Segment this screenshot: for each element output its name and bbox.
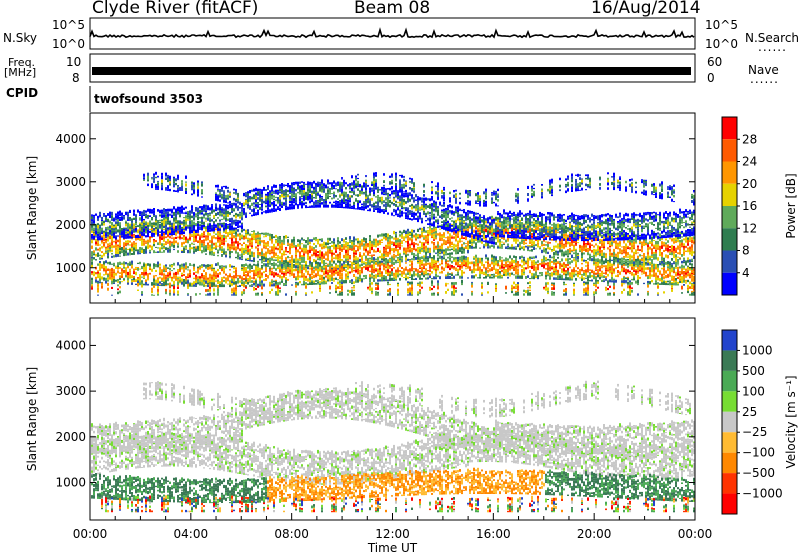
- power-colorbar-label: Power [dB]: [784, 173, 798, 238]
- power-colorbar-segment-7: [722, 273, 737, 295]
- velocity-colorbar-segment-6: [722, 453, 737, 473]
- velocity-colorbar-label: Velocity [m s⁻¹]: [784, 375, 798, 468]
- velocity-colorbar-segment-4: [722, 412, 737, 432]
- velocity-colorbar-tick-label-5: −100: [742, 446, 775, 460]
- x-axis-label: Time UT: [367, 541, 418, 554]
- power-colorbar-segment-6: [722, 251, 737, 273]
- velocity-y-tick-label-3: 1000: [55, 476, 86, 490]
- power-colorbar-segment-3: [722, 184, 737, 206]
- power-y-tick-label-0: 4000: [55, 132, 86, 146]
- velocity-colorbar-segment-5: [722, 432, 737, 452]
- velocity-colorbar-segment-0: [722, 330, 737, 350]
- power-colorbar-segment-0: [722, 117, 737, 139]
- power-y-tick-label-1: 3000: [55, 175, 86, 189]
- velocity-colorbar-tick-label-2: 100: [742, 384, 765, 398]
- velocity-colorbar-segment-3: [722, 391, 737, 411]
- power-colorbar-tick-label-0: 28: [742, 132, 757, 146]
- velocity-colorbar-tick-label-3: 25: [742, 405, 757, 419]
- velocity-colorbar-tick-label-6: −500: [742, 466, 775, 480]
- velocity-colorbar-segment-1: [722, 350, 737, 370]
- x-tick-label-0: 00:00: [73, 527, 108, 541]
- velocity-colorbar-segment-2: [722, 371, 737, 391]
- power-y-tick-label-2: 2000: [55, 218, 86, 232]
- power-colorbar-tick-label-6: 4: [742, 266, 750, 280]
- power-colorbar-segment-1: [722, 139, 737, 161]
- velocity-colorbar-segment-7: [722, 473, 737, 493]
- power-colorbar-tick-label-2: 20: [742, 177, 757, 191]
- velocity-colorbar-segment-8: [722, 494, 737, 514]
- velocity-colorbar-tick-label-0: 1000: [742, 343, 773, 357]
- power-y-tick-label-3: 1000: [55, 261, 86, 275]
- power-colorbar-segment-4: [722, 206, 737, 228]
- freq-trace: [92, 67, 691, 75]
- velocity-y-axis-label: Slant Range [km]: [25, 367, 39, 471]
- power-y-axis-label: Slant Range [km]: [25, 156, 39, 260]
- velocity-colorbar-tick-label-1: 500: [742, 364, 765, 378]
- velocity-colorbar-tick-label-4: −25: [742, 425, 767, 439]
- x-tick-label-4: 16:00: [476, 527, 511, 541]
- nsky-strip-frame: [90, 18, 695, 49]
- power-colorbar-tick-label-1: 24: [742, 155, 757, 169]
- velocity-y-tick-label-0: 4000: [55, 338, 86, 352]
- velocity-colorbar-tick-label-7: −1000: [742, 487, 783, 501]
- power-colorbar-tick-label-4: 12: [742, 221, 757, 235]
- x-tick-label-6: 00:00: [678, 527, 713, 541]
- power-colorbar-segment-2: [722, 162, 737, 184]
- power-colorbar-tick-label-3: 16: [742, 199, 757, 213]
- velocity-y-tick-label-2: 2000: [55, 430, 86, 444]
- velocity-y-tick-label-1: 3000: [55, 384, 86, 398]
- x-tick-label-1: 04:00: [174, 527, 209, 541]
- power-colorbar-segment-5: [722, 228, 737, 250]
- nsky-trace: [90, 30, 694, 37]
- x-tick-label-5: 20:00: [577, 527, 612, 541]
- x-tick-label-2: 08:00: [274, 527, 309, 541]
- power-colorbar-tick-label-5: 8: [742, 244, 750, 258]
- x-tick-label-3: 12:00: [375, 527, 410, 541]
- power-heatmap: [91, 172, 695, 296]
- velocity-heatmap: [91, 381, 695, 513]
